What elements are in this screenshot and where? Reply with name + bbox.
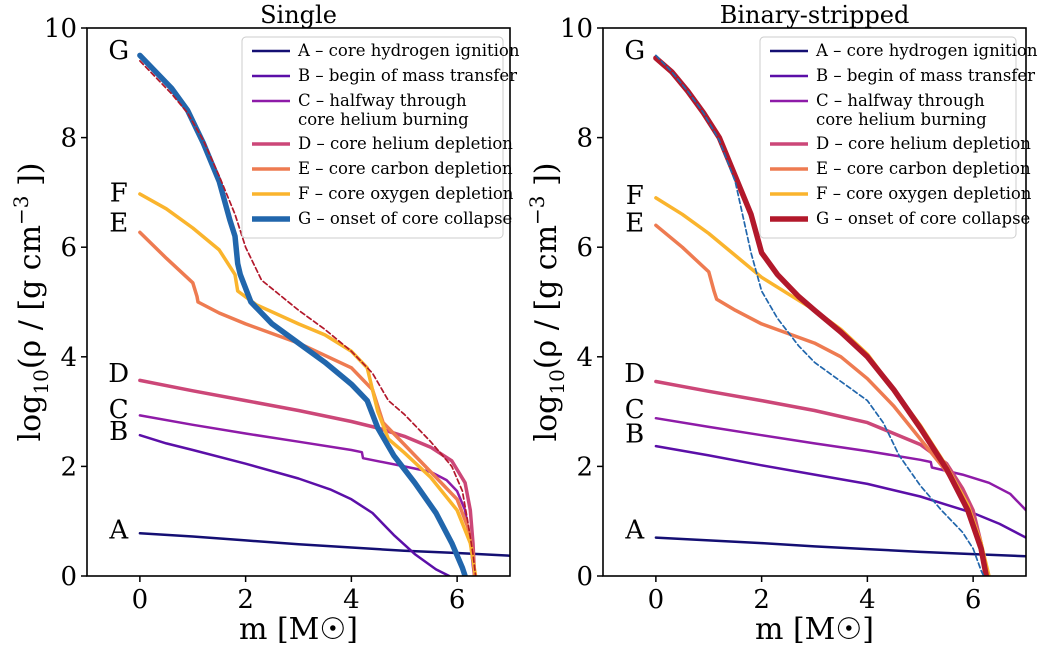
series-line-b bbox=[138, 433, 451, 576]
legend-label: C – halfway through bbox=[816, 91, 985, 110]
y-tick-label: 2 bbox=[60, 452, 77, 482]
x-tick-label: 4 bbox=[859, 585, 876, 615]
y-axis-label-part: 10 bbox=[29, 369, 53, 394]
legend-box bbox=[241, 36, 504, 239]
x-tick-label: 2 bbox=[237, 585, 254, 615]
series-line-e bbox=[138, 230, 477, 576]
series-line-f bbox=[138, 192, 478, 576]
stage-label-d: D bbox=[108, 359, 129, 389]
legend-label: D – core helium depletion bbox=[298, 134, 513, 153]
chart-title: Single bbox=[260, 1, 337, 29]
series-group bbox=[137, 52, 510, 576]
series-line-f bbox=[654, 196, 991, 576]
plot-frame bbox=[86, 27, 511, 577]
y-tick-label: 10 bbox=[44, 14, 77, 44]
legend-label: F – core oxygen depletion bbox=[816, 184, 1032, 203]
y-tick-label: 4 bbox=[576, 343, 593, 373]
plot-frame bbox=[602, 27, 1027, 577]
y-axis-label: log10(ρ / [g cm−3 ]) bbox=[525, 163, 569, 442]
y-tick-label: 2 bbox=[576, 452, 593, 482]
stage-label-g: G bbox=[624, 36, 645, 66]
stage-label-a: A bbox=[624, 515, 645, 545]
stage-label-a: A bbox=[108, 515, 129, 545]
y-axis-label-part: log bbox=[529, 395, 564, 442]
y-axis-label: log10(ρ / [g cm−3 ]) bbox=[9, 163, 53, 442]
series-line-d bbox=[138, 378, 477, 576]
series-line-b bbox=[654, 444, 1026, 539]
y-axis-label-part: log bbox=[13, 395, 48, 442]
y-tick-label: 6 bbox=[60, 233, 77, 263]
y-tick-label: 8 bbox=[60, 124, 77, 154]
legend: A – core hydrogen ignition B – begin of m… bbox=[759, 36, 1038, 239]
stage-label-f: F bbox=[110, 178, 128, 208]
series-line-a bbox=[654, 536, 1026, 558]
legend-label: B – begin of mass transfer bbox=[816, 66, 1035, 85]
series-line-c bbox=[654, 416, 1026, 512]
stage-label-g: G bbox=[108, 36, 129, 66]
legend-label: G – onset of core collapse bbox=[298, 209, 512, 228]
series-line-c bbox=[138, 414, 476, 576]
series-line-a bbox=[138, 532, 510, 557]
series-line-reference-dashed bbox=[655, 54, 985, 576]
legend-box bbox=[759, 36, 1017, 239]
y-axis-label-part: ]) bbox=[13, 163, 48, 196]
series-group bbox=[653, 54, 1026, 576]
x-tick-label: 6 bbox=[449, 585, 466, 615]
y-axis-label-part: −3 bbox=[525, 195, 549, 224]
legend-label: E – core carbon depletion bbox=[298, 159, 513, 178]
x-axis-label: m [M☉] bbox=[239, 612, 358, 646]
chart-title: Binary-stripped bbox=[720, 1, 910, 29]
series-line-reference-dashed bbox=[139, 60, 477, 576]
legend-label: G – onset of core collapse bbox=[816, 209, 1030, 228]
series-line-e bbox=[654, 223, 989, 576]
stage-label-e: E bbox=[625, 209, 644, 239]
legend-label: D – core helium depletion bbox=[816, 134, 1031, 153]
legend-label: B – begin of mass transfer bbox=[298, 66, 517, 85]
legend-label-continued: core helium burning bbox=[816, 110, 987, 129]
legend: A – core hydrogen ignition B – begin of m… bbox=[241, 36, 520, 239]
x-axis-label: m [M☉] bbox=[755, 612, 874, 646]
legend-label: A – core hydrogen ignition bbox=[297, 41, 520, 60]
legend-label: E – core carbon depletion bbox=[816, 159, 1031, 178]
legend-label: F – core oxygen depletion bbox=[298, 184, 514, 203]
x-tick-label: 0 bbox=[132, 585, 149, 615]
y-tick-label: 10 bbox=[560, 14, 593, 44]
legend-label-continued: core helium burning bbox=[298, 110, 469, 129]
stage-label-c: C bbox=[625, 395, 645, 425]
y-tick-label: 0 bbox=[576, 562, 593, 592]
x-tick-label: 4 bbox=[343, 585, 360, 615]
stage-label-b: B bbox=[625, 420, 644, 450]
y-axis-label-part: ]) bbox=[529, 163, 564, 196]
y-tick-label: 4 bbox=[60, 343, 77, 373]
stage-label-d: D bbox=[624, 359, 645, 389]
stage-label-c: C bbox=[109, 395, 129, 425]
series-line-d bbox=[654, 379, 989, 576]
y-axis-label-part: −3 bbox=[9, 195, 33, 224]
x-tick-label: 0 bbox=[648, 585, 665, 615]
legend-label: C – halfway through bbox=[298, 91, 467, 110]
stage-label-f: F bbox=[626, 181, 644, 211]
y-axis-label-part: 10 bbox=[545, 369, 569, 394]
stage-label-b: B bbox=[109, 417, 128, 447]
y-tick-label: 0 bbox=[60, 562, 77, 592]
y-tick-label: 8 bbox=[576, 124, 593, 154]
stage-label-e: E bbox=[109, 209, 128, 239]
y-axis-label-part: (ρ / [g cm bbox=[529, 225, 564, 369]
y-axis-label-part: (ρ / [g cm bbox=[13, 225, 48, 369]
legend-label: A – core hydrogen ignition bbox=[815, 41, 1038, 60]
y-tick-label: 6 bbox=[576, 233, 593, 263]
x-tick-label: 2 bbox=[753, 585, 770, 615]
x-tick-label: 6 bbox=[965, 585, 982, 615]
